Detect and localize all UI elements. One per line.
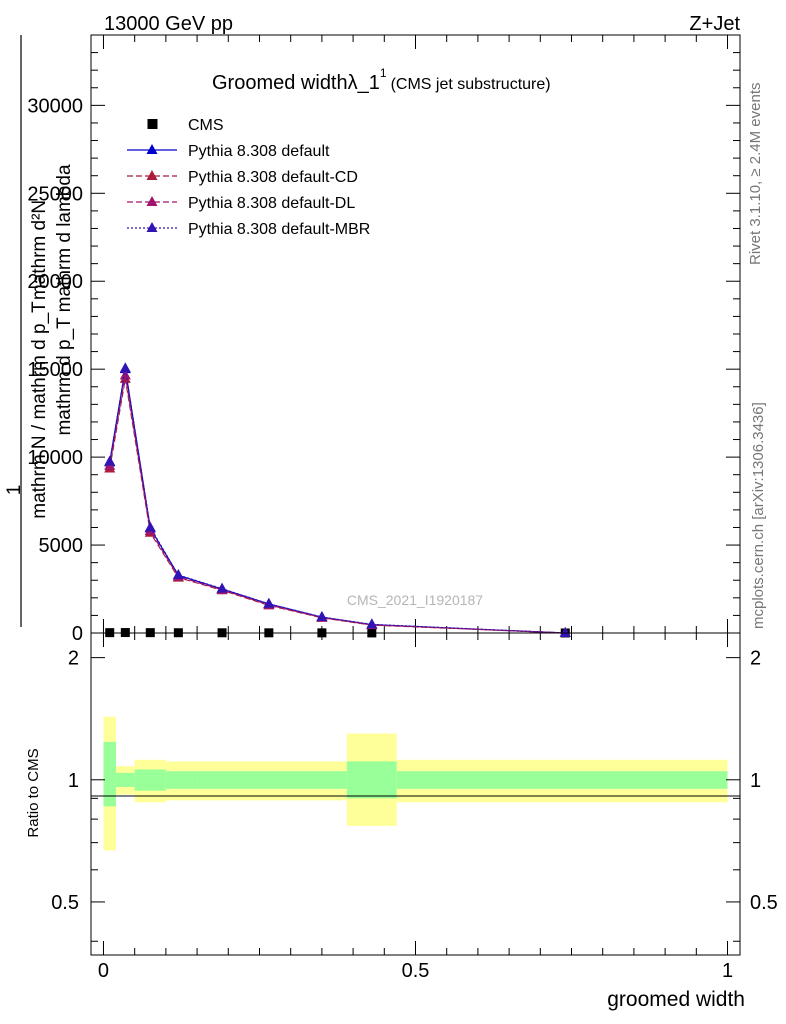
- x-tick-label: 1: [722, 960, 733, 982]
- main-y-tick-labels: 0 5000 10000 15000 20000 25000 30000: [27, 95, 83, 645]
- legend: CMS Pythia 8.308 default Pythia 8.308 defa…: [127, 117, 370, 238]
- legend-label: Pythia 8.308 default: [188, 143, 330, 160]
- y-tick-label: 15000: [27, 359, 83, 381]
- stat-uncertainty-band: [165, 771, 198, 789]
- series-line: [109, 378, 566, 634]
- process-label: Z+Jet: [689, 13, 740, 35]
- ratio-y-tick-label: 1: [68, 770, 79, 792]
- series-line: [109, 368, 566, 634]
- y-tick-label: 5000: [39, 535, 84, 557]
- legend-item: Pythia 8.308 default-MBR: [127, 221, 370, 238]
- data-point: [119, 362, 131, 373]
- legend-label: CMS: [188, 117, 224, 134]
- rivet-label: Rivet 3.1.10, ≥ 2.4M events: [747, 83, 764, 266]
- ratio-y-tick-labels: 0.5 0.5 1 1 2 2: [51, 648, 778, 914]
- x-tick-label: 0.5: [402, 960, 430, 982]
- data-point: [104, 455, 116, 466]
- data-point: [216, 582, 228, 593]
- legend-item: CMS: [147, 117, 224, 134]
- ratio-y-tick-label-right: 1: [750, 770, 761, 792]
- legend-marker: [146, 222, 158, 232]
- ratio-panel: 0.5 0.51 12 2 0 0.5 1 Ratio to CMS groomed wi…: [25, 632, 778, 1011]
- y-tick-label: 0: [72, 623, 83, 645]
- main-y-axis-label: mathrm d²N 1 mathrm N / mathrm d p_T mat…: [4, 35, 75, 627]
- y-tick-label: 25000: [27, 183, 83, 205]
- stat-uncertainty-band: [115, 772, 135, 787]
- legend-label: Pythia 8.308 default-MBR: [188, 221, 370, 238]
- data-point: [119, 369, 131, 380]
- site-label: mcplots.cern.ch [arXiv:1306.3436]: [750, 402, 767, 629]
- ratio-y-axis-label: Ratio to CMS: [25, 748, 42, 837]
- ratio-y-tick-label: 2: [68, 648, 79, 670]
- x-axis-label: groomed width: [607, 988, 745, 1011]
- ratio-y-tick-label-right: 2: [750, 648, 761, 670]
- legend-marker: [147, 119, 158, 129]
- data-point: [316, 610, 328, 621]
- stat-uncertainty-band: [103, 741, 116, 807]
- stat-uncertainty-band: [197, 771, 347, 789]
- data-point: [144, 521, 156, 532]
- main-series: [104, 362, 571, 638]
- y-label-numerator: mathrm d²N: [29, 200, 50, 300]
- data-point: [172, 568, 184, 579]
- energy-label: 13000 GeV pp: [104, 13, 233, 35]
- y-tick-label: 10000: [27, 447, 83, 469]
- chart-title-sub: (CMS jet substructure): [391, 76, 551, 93]
- legend-item: Pythia 8.308 default-DL: [127, 195, 355, 212]
- series-line: [109, 375, 566, 634]
- legend-item: Pythia 8.308 default: [127, 143, 330, 160]
- stat-uncertainty-band: [346, 761, 397, 799]
- series-pythia-8-308-default-mbr: [104, 362, 571, 637]
- x-tick-labels: 0 0.5 1: [98, 960, 733, 982]
- y-tick-label: 20000: [27, 271, 83, 293]
- legend-item: Pythia 8.308 default-CD: [127, 169, 358, 186]
- data-point: [559, 627, 571, 637]
- chart-title: Groomed widthλ_11 (CMS jet substructure): [212, 66, 551, 94]
- y-label-prefix-denominator: mathrm N / mathrm d p_T: [29, 301, 50, 519]
- stat-uncertainty-band: [134, 769, 166, 791]
- ratio-ticks: [91, 633, 740, 955]
- legend-marker: [146, 170, 158, 180]
- ratio-bands: [103, 716, 728, 851]
- chart-title-main: Groomed widthλ_1: [212, 72, 380, 94]
- analysis-watermark: CMS_2021_I1920187: [347, 592, 483, 608]
- x-tick-label: 0: [98, 960, 109, 982]
- legend-marker: [146, 144, 158, 154]
- main-panel: 0 5000 10000 15000 20000 25000 30000 CMS_2021_…: [27, 34, 741, 645]
- main-ticks: [91, 34, 740, 634]
- y-label-prefix-numerator: 1: [4, 485, 25, 496]
- data-point: [263, 597, 275, 608]
- series-pythia-8-308-default-cd: [104, 372, 571, 637]
- stat-uncertainty-band: [396, 771, 728, 789]
- legend-label: Pythia 8.308 default-DL: [188, 195, 355, 212]
- series-pythia-8-308-default-dl: [104, 369, 571, 637]
- data-point: [366, 618, 378, 629]
- legend-marker: [146, 196, 158, 206]
- ratio-y-tick-label: 0.5: [51, 892, 79, 914]
- legend-label: Pythia 8.308 default-CD: [188, 169, 358, 186]
- chart-title-sup: 1: [380, 66, 387, 80]
- y-tick-label: 30000: [27, 95, 83, 117]
- ratio-y-tick-label-right: 0.5: [750, 892, 778, 914]
- series-line: [109, 369, 566, 634]
- series-pythia-8-308-default: [104, 363, 571, 637]
- y-label-denominator: mathrm d p_T mathrm d lambda: [54, 164, 75, 435]
